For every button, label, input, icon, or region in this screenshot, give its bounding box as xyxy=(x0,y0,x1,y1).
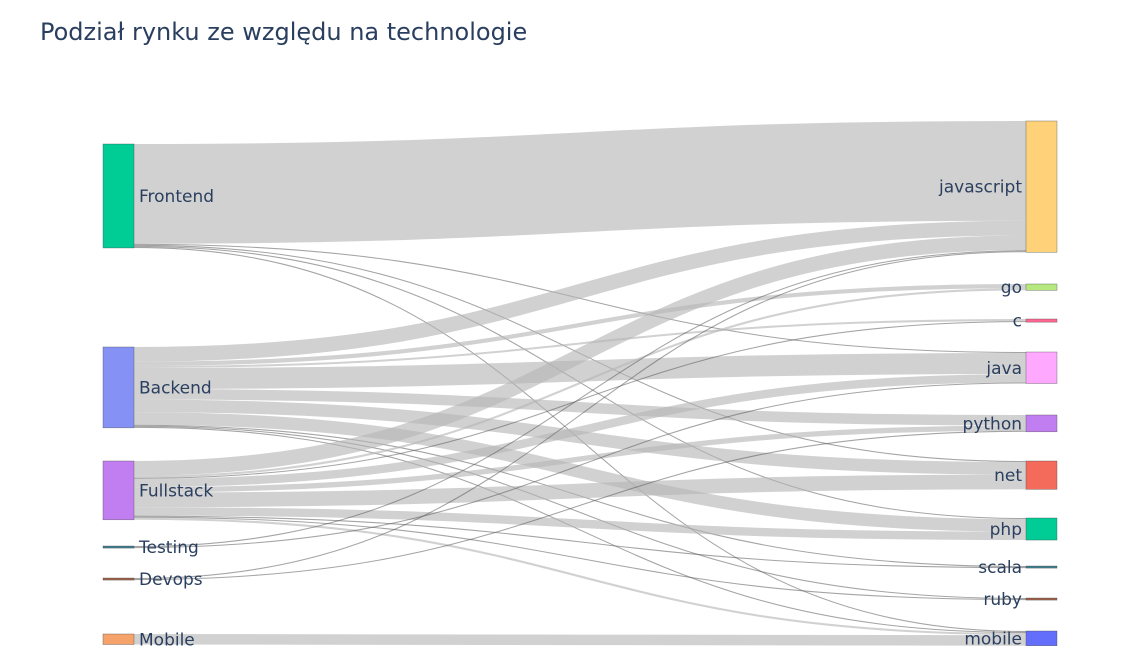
link-fullstack-c[interactable] xyxy=(133,321,1027,479)
node-label-javascript: javascript xyxy=(938,178,1022,198)
link-fullstack-mobile_t[interactable] xyxy=(133,517,1027,636)
node-mobile_t[interactable] xyxy=(1025,630,1058,646)
link-backend-python[interactable] xyxy=(133,389,1027,426)
node-backend[interactable] xyxy=(102,346,135,429)
node-label-scala: scala xyxy=(978,558,1022,578)
node-net[interactable] xyxy=(1025,460,1058,490)
node-label-mobile_t: mobile xyxy=(964,629,1022,649)
node-fullstack[interactable] xyxy=(102,460,135,521)
sankey-nodes xyxy=(102,120,1058,646)
node-label-backend: Backend xyxy=(139,378,212,398)
node-label-fullstack: Fullstack xyxy=(139,481,213,501)
link-frontend-javascript[interactable] xyxy=(133,121,1027,244)
link-backend-go[interactable] xyxy=(133,284,1027,366)
link-testing-javascript[interactable] xyxy=(133,250,1027,548)
link-backend-ruby[interactable] xyxy=(133,425,1027,600)
link-backend-javascript[interactable] xyxy=(133,220,1027,362)
node-java[interactable] xyxy=(1025,351,1058,384)
node-label-testing: Testing xyxy=(138,538,199,558)
node-javascript[interactable] xyxy=(1025,120,1058,253)
node-label-python: python xyxy=(963,414,1022,434)
node-mobile_s[interactable] xyxy=(102,633,135,645)
sankey-links xyxy=(133,121,1027,646)
link-testing-java[interactable] xyxy=(133,382,1027,549)
node-label-php: php xyxy=(990,520,1022,540)
node-label-net: net xyxy=(994,466,1022,486)
chart-title: Podział rynku ze względu na technologie xyxy=(40,18,528,46)
node-ruby[interactable] xyxy=(1025,597,1058,601)
node-frontend[interactable] xyxy=(102,143,135,249)
link-fullstack-scala[interactable] xyxy=(133,515,1027,569)
link-backend-mobile_t[interactable] xyxy=(133,426,1027,634)
link-devops-python[interactable] xyxy=(133,430,1027,581)
node-label-ruby: ruby xyxy=(983,590,1022,610)
link-backend-java[interactable] xyxy=(133,353,1027,389)
node-label-c: c xyxy=(1013,312,1022,332)
node-php[interactable] xyxy=(1025,517,1058,541)
link-devops-javascript[interactable] xyxy=(133,251,1027,580)
link-backend-net[interactable] xyxy=(133,399,1027,475)
node-python[interactable] xyxy=(1025,414,1058,433)
link-fullstack-ruby[interactable] xyxy=(133,516,1027,601)
link-fullstack-php[interactable] xyxy=(133,507,1027,541)
node-scala[interactable] xyxy=(1025,565,1058,569)
link-fullstack-javascript[interactable] xyxy=(133,235,1027,476)
link-backend-c[interactable] xyxy=(133,319,1027,368)
node-c[interactable] xyxy=(1025,318,1058,323)
node-go[interactable] xyxy=(1025,283,1058,291)
node-label-frontend: Frontend xyxy=(139,187,214,207)
link-backend-php[interactable] xyxy=(133,412,1027,532)
link-fullstack-go[interactable] xyxy=(133,288,1027,478)
node-devops[interactable] xyxy=(102,577,135,581)
link-fullstack-java[interactable] xyxy=(133,374,1027,488)
link-mobile_s-mobile_t[interactable] xyxy=(133,634,1027,646)
node-testing[interactable] xyxy=(102,545,135,549)
node-label-mobile_s: Mobile xyxy=(139,630,195,650)
link-fullstack-net[interactable] xyxy=(133,474,1027,508)
sankey-labels: Frontend Backend Fullstack Testing Devops Mob… xyxy=(138,178,1022,651)
node-label-java: java xyxy=(985,359,1022,379)
link-fullstack-python[interactable] xyxy=(133,425,1027,493)
node-label-go: go xyxy=(1001,278,1022,298)
node-label-devops: Devops xyxy=(139,570,203,590)
